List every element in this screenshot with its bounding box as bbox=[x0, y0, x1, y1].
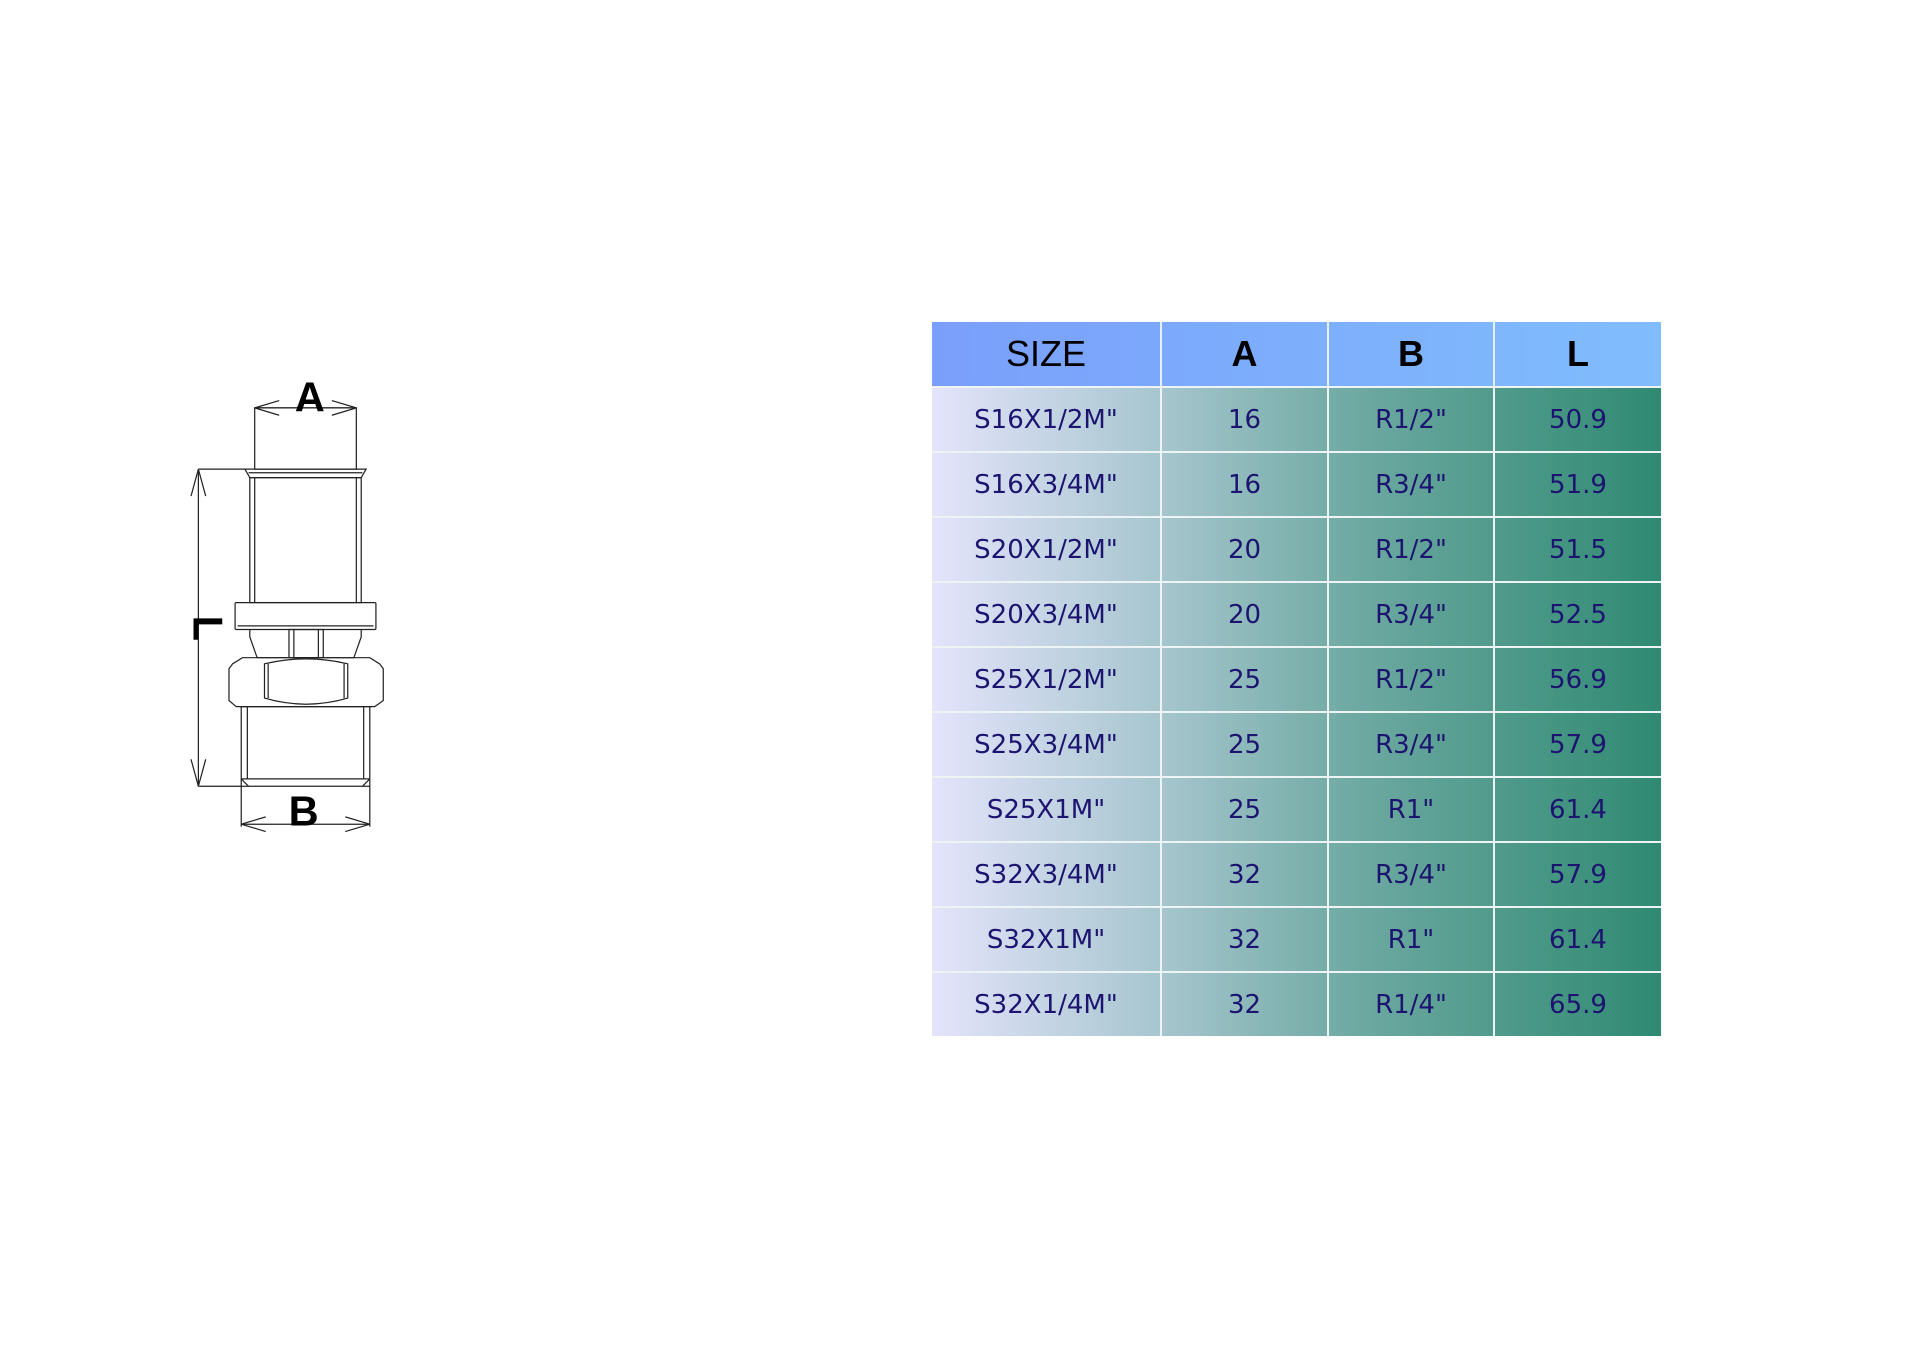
fitting-outline bbox=[228, 407, 384, 787]
cell-b: R1/2" bbox=[1327, 646, 1494, 712]
cell-size: S32X3/4M" bbox=[932, 841, 1161, 907]
table-row: S32X1M" 32 R1" 61.4 bbox=[932, 906, 1661, 972]
cell-size: S32X1/4M" bbox=[932, 971, 1161, 1036]
cell-l: 50.9 bbox=[1493, 386, 1661, 452]
cell-l: 57.9 bbox=[1493, 841, 1661, 907]
cell-l: 56.9 bbox=[1493, 646, 1661, 712]
cell-b: R3/4" bbox=[1327, 841, 1494, 907]
cell-l: 52.5 bbox=[1493, 581, 1661, 647]
cell-a: 25 bbox=[1160, 646, 1328, 712]
table-row: S16X1/2M" 16 R1/2" 50.9 bbox=[932, 386, 1661, 452]
dimension-lines bbox=[190, 399, 371, 833]
cell-l: 61.4 bbox=[1493, 776, 1661, 842]
cell-size: S16X3/4M" bbox=[932, 451, 1161, 517]
cell-a: 20 bbox=[1160, 581, 1328, 647]
cell-b: R1/4" bbox=[1327, 971, 1494, 1036]
dimension-spec-table: SIZE A B L S16X1/2M" 16 R1/2" 50.9 S16X3/4M"… bbox=[932, 322, 1661, 1036]
dimension-label-b: B bbox=[289, 787, 319, 834]
header-b: B bbox=[1327, 322, 1494, 387]
cell-size: S32X1M" bbox=[932, 906, 1161, 972]
cell-a: 32 bbox=[1160, 971, 1328, 1036]
cell-b: R1" bbox=[1327, 776, 1494, 842]
cell-a: 16 bbox=[1160, 386, 1328, 452]
cell-size: S25X1/2M" bbox=[932, 646, 1161, 712]
table-row: S20X3/4M" 20 R3/4" 52.5 bbox=[932, 581, 1661, 647]
cell-b: R3/4" bbox=[1327, 711, 1494, 777]
cell-b: R1" bbox=[1327, 906, 1494, 972]
cell-size: S20X3/4M" bbox=[932, 581, 1161, 647]
table-header-row: SIZE A B L bbox=[932, 322, 1661, 387]
cell-l: 57.9 bbox=[1493, 711, 1661, 777]
cell-b: R3/4" bbox=[1327, 581, 1494, 647]
cell-l: 51.9 bbox=[1493, 451, 1661, 517]
cell-size: S20X1/2M" bbox=[932, 516, 1161, 582]
table-row: S32X3/4M" 32 R3/4" 57.9 bbox=[932, 841, 1661, 907]
cell-l: 61.4 bbox=[1493, 906, 1661, 972]
cell-a: 25 bbox=[1160, 776, 1328, 842]
header-a: A bbox=[1160, 322, 1328, 387]
cell-a: 20 bbox=[1160, 516, 1328, 582]
cell-a: 25 bbox=[1160, 711, 1328, 777]
table-row: S32X1/4M" 32 R1/4" 65.9 bbox=[932, 971, 1661, 1036]
cell-l: 65.9 bbox=[1493, 971, 1661, 1036]
table-row: S25X1M" 25 R1" 61.4 bbox=[932, 776, 1661, 842]
dimension-label-a: A bbox=[295, 374, 325, 421]
table-row: S25X3/4M" 25 R3/4" 57.9 bbox=[932, 711, 1661, 777]
cell-size: S25X3/4M" bbox=[932, 711, 1161, 777]
table-row: S20X1/2M" 20 R1/2" 51.5 bbox=[932, 516, 1661, 582]
cell-b: R1/2" bbox=[1327, 386, 1494, 452]
table-row: S16X3/4M" 16 R3/4" 51.9 bbox=[932, 451, 1661, 517]
cell-a: 32 bbox=[1160, 841, 1328, 907]
cell-b: R3/4" bbox=[1327, 451, 1494, 517]
cell-b: R1/2" bbox=[1327, 516, 1494, 582]
dimension-label-l: L bbox=[184, 616, 231, 641]
cell-a: 32 bbox=[1160, 906, 1328, 972]
cell-size: S25X1M" bbox=[932, 776, 1161, 842]
cell-a: 16 bbox=[1160, 451, 1328, 517]
cell-l: 51.5 bbox=[1493, 516, 1661, 582]
header-size: SIZE bbox=[1005, 333, 1086, 374]
table-row: S25X1/2M" 25 R1/2" 56.9 bbox=[932, 646, 1661, 712]
header-l: L bbox=[1493, 322, 1661, 387]
cell-size: S16X1/2M" bbox=[932, 386, 1161, 452]
